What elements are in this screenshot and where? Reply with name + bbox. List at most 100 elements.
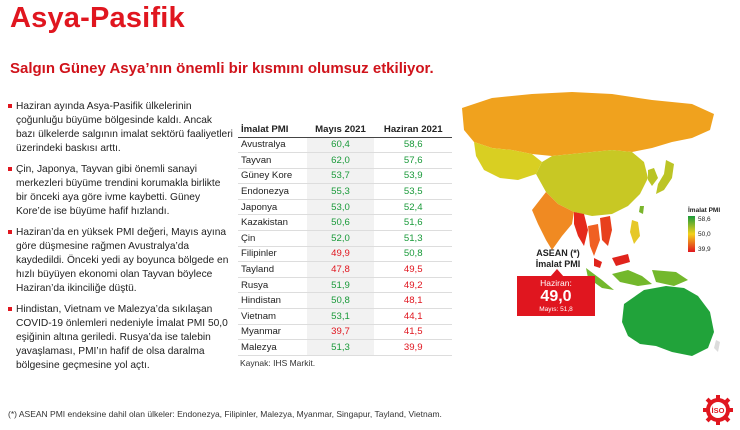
source-note: Kaynak: IHS Markit. [240, 358, 316, 368]
table-row: Kazakistan 50,6 51,6 [238, 214, 452, 232]
cell-may: 49,9 [306, 246, 375, 263]
map-region-philippines [630, 220, 640, 244]
cell-may: 55,3 [306, 183, 375, 200]
iso-logo: İSO [703, 395, 733, 425]
column-header-country: İmalat PMI [238, 122, 307, 138]
bullet-text: Hindistan, Vietnam ve Malezya’da sıkılaş… [16, 304, 228, 371]
table-row: Vietnam 53,1 44,1 [238, 308, 452, 325]
map-region-china [536, 150, 648, 216]
cell-may: 53,7 [306, 168, 375, 185]
bullet-text: Haziran’da en yüksek PMI değeri, Mayıs a… [16, 227, 229, 294]
table-row: Filipinler 49,9 50,8 [238, 246, 452, 263]
column-header-june: Haziran 2021 [374, 122, 452, 138]
cell-jun: 53,5 [374, 183, 452, 200]
cell-may: 51,3 [306, 339, 375, 356]
cell-jun: 57,6 [374, 152, 452, 169]
cell-country: Myanmar [238, 324, 307, 341]
footnote: (*) ASEAN PMI endeksine dahil olan ülkel… [8, 409, 442, 419]
cell-jun: 49,5 [374, 261, 452, 278]
asean-label: ASEAN (*) İmalat PMI [522, 248, 594, 270]
map-region-indonesia [586, 268, 688, 290]
legend-mid: 50,0 [698, 231, 711, 238]
cell-country: Güney Kore [238, 168, 307, 185]
svg-text:İSO: İSO [712, 406, 725, 415]
table-row: Endonezya 55,3 53,5 [238, 183, 452, 200]
cell-country: Kazakistan [238, 214, 307, 232]
table-row: Myanmar 39,7 41,5 [238, 324, 452, 341]
table-row: Rusya 51,9 49,2 [238, 277, 452, 294]
cell-jun: 53,9 [374, 168, 452, 185]
bullet-marker-icon [8, 167, 12, 171]
table-header-row: İmalat PMI Mayıs 2021 Haziran 2021 [238, 122, 452, 138]
map-region-india [532, 192, 574, 250]
table-row: Tayvan 62,0 57,6 [238, 152, 452, 169]
table-row: Malezya 51,3 39,9 [238, 339, 452, 356]
cell-country: Tayvan [238, 152, 307, 169]
map-region-australia [622, 286, 714, 356]
cell-jun: 52,4 [374, 199, 452, 216]
column-header-may: Mayıs 2021 [306, 122, 375, 138]
page-title: Asya-Pasifik [10, 2, 185, 34]
cell-country: Tayland [238, 261, 307, 278]
pmi-table: İmalat PMI Mayıs 2021 Haziran 2021 Avust… [238, 122, 452, 356]
asean-label-line2: İmalat PMI [535, 259, 581, 269]
bullet-item: Çin, Japonya, Tayvan gibi önemli sanayi … [8, 163, 233, 219]
legend-color-bar [688, 216, 695, 252]
cell-may: 47,8 [306, 261, 375, 278]
map-legend: İmalat PMI 58,6 50,0 39,9 [688, 207, 721, 253]
map-region-malaysia [594, 254, 630, 268]
table-row: Hindistan 50,8 48,1 [238, 292, 452, 310]
cell-country: Japonya [238, 199, 307, 216]
cell-jun: 50,8 [374, 246, 452, 263]
cell-may: 39,7 [306, 324, 375, 341]
map-region-new-zealand [714, 340, 720, 352]
cell-may: 50,8 [306, 292, 375, 310]
bullet-text: Haziran ayında Asya-Pasifik ülkelerinin … [16, 101, 233, 154]
bullet-text: Çin, Japonya, Tayvan gibi önemli sanayi … [16, 164, 221, 217]
asean-label-line1: ASEAN (*) [536, 248, 580, 258]
page-subtitle: Salgın Güney Asya’nın önemli bir kısmını… [10, 60, 434, 77]
cell-jun: 51,6 [374, 214, 452, 232]
bullet-list: Haziran ayında Asya-Pasifik ülkelerinin … [8, 100, 233, 380]
map-region-thailand [588, 224, 600, 256]
bullet-marker-icon [8, 104, 12, 108]
cell-jun: 51,3 [374, 230, 452, 247]
cell-jun: 49,2 [374, 277, 452, 294]
legend-min: 39,9 [698, 246, 711, 253]
map-region-russia [462, 92, 714, 156]
cell-country: Avustralya [238, 137, 307, 154]
table-row: Güney Kore 53,7 53,9 [238, 168, 452, 185]
cell-country: Rusya [238, 277, 307, 294]
bullet-marker-icon [8, 230, 12, 234]
bullet-item: Haziran ayında Asya-Pasifik ülkelerinin … [8, 100, 233, 156]
cell-may: 52,0 [306, 230, 375, 247]
cell-jun: 48,1 [374, 292, 452, 310]
cell-country: Çin [238, 230, 307, 247]
asean-box-value: 49,0 [540, 288, 572, 305]
table-row: Avustralya 60,4 58,6 [238, 137, 452, 154]
table-row: Çin 52,0 51,3 [238, 230, 452, 247]
cell-may: 50,6 [306, 214, 375, 232]
legend-title: İmalat PMI [688, 207, 721, 214]
cell-may: 60,4 [306, 137, 375, 154]
map-region-japan [656, 160, 674, 194]
cell-country: Filipinler [238, 246, 307, 263]
map-region-kazakhstan [474, 142, 542, 180]
asean-arrow-icon [550, 269, 564, 277]
table-row: Tayland 47,8 49,5 [238, 261, 452, 278]
cell-may: 62,0 [306, 152, 375, 169]
bullet-marker-icon [8, 307, 12, 311]
map-region-vietnam [600, 216, 612, 246]
cell-jun: 44,1 [374, 308, 452, 325]
bullet-item: Haziran’da en yüksek PMI değeri, Mayıs a… [8, 226, 233, 296]
cell-country: Malezya [238, 339, 307, 356]
bullet-item: Hindistan, Vietnam ve Malezya’da sıkılaş… [8, 303, 233, 373]
cell-country: Vietnam [238, 308, 307, 325]
cell-may: 53,1 [306, 308, 375, 325]
cell-country: Endonezya [238, 183, 307, 200]
map-region-myanmar [574, 212, 588, 246]
cell-may: 53,0 [306, 199, 375, 216]
table-row: Japonya 53,0 52,4 [238, 199, 452, 216]
map-region-taiwan [639, 206, 644, 214]
asean-box-prev: Mayıs: 51,8 [539, 306, 573, 313]
